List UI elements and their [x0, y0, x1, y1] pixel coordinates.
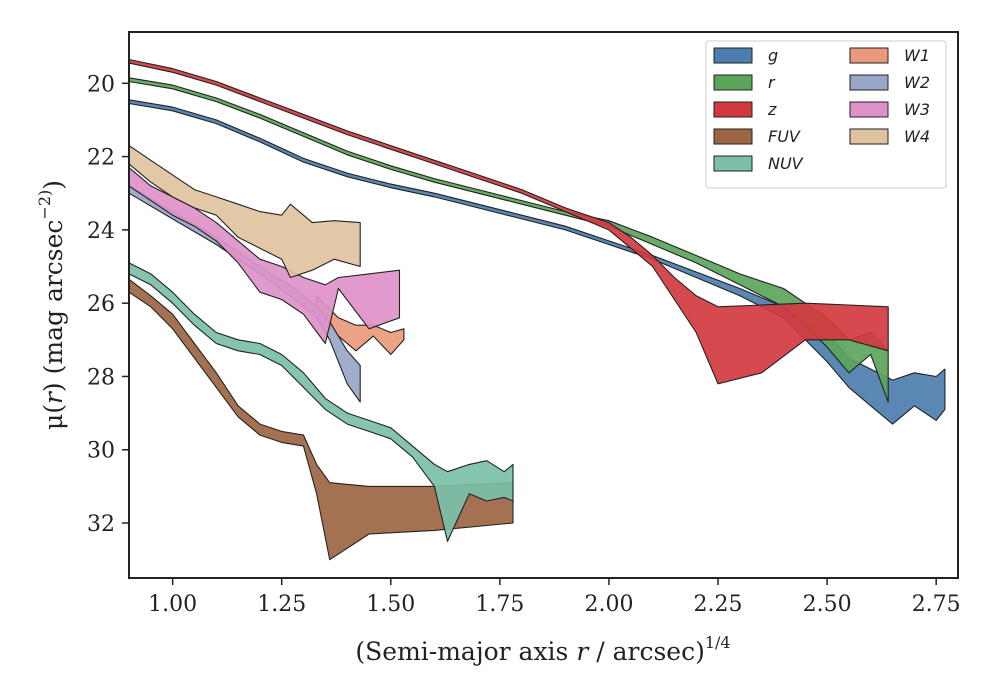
legend-swatch-fuv — [713, 128, 753, 145]
x-tick-label: 2.50 — [803, 592, 852, 617]
y-tick-label: 26 — [87, 292, 115, 317]
legend-label-r: r — [768, 73, 776, 92]
legend-swatch-g — [713, 47, 753, 64]
x-tick-label: 1.50 — [366, 592, 415, 617]
series-band-r — [128, 77, 889, 403]
series-band-g — [128, 99, 946, 425]
x-tick-label: 1.25 — [257, 592, 306, 617]
x-tick-label: 2.75 — [912, 592, 961, 617]
y-tick-label: 20 — [87, 72, 115, 97]
y-tick-label: 24 — [87, 219, 115, 244]
x-tick-label: 1.75 — [475, 592, 524, 617]
x-tick-label: 2.00 — [584, 592, 633, 617]
legend-label-w3: W3 — [904, 100, 930, 119]
plot-frame — [128, 31, 959, 579]
x-axis-label: (Semi-major axis r / arcsec)1/4 — [355, 633, 730, 666]
legend-swatch-w3 — [849, 101, 889, 118]
y-tick-label: 32 — [87, 512, 115, 537]
y-axis: 20 22 24 26 28 30 32 — [87, 72, 129, 537]
series-band-z — [128, 58, 889, 385]
series-band-w3 — [128, 167, 401, 345]
legend-label-w2: W2 — [904, 73, 930, 92]
series-layer — [128, 58, 946, 561]
legend-label-w4: W4 — [904, 127, 930, 146]
legend-label-w1: W1 — [904, 46, 930, 65]
legend-swatch-w2 — [849, 74, 889, 91]
legend: grz FUV NUV W1 W2 W3 W4 — [705, 40, 947, 189]
x-tick-label: 1.00 — [148, 592, 197, 617]
y-tick-label: 30 — [87, 439, 115, 464]
series-band-nuv — [128, 262, 514, 542]
legend-label-g: g — [768, 46, 778, 65]
legend-swatch-r — [713, 74, 753, 91]
legend-swatch-w4 — [849, 128, 889, 145]
legend-label-nuv: NUV — [768, 154, 804, 173]
y-axis-label: μ(r) (mag arcsec−2)) — [35, 180, 68, 430]
series-band-fuv — [128, 278, 514, 561]
y-tick-label: 28 — [87, 365, 115, 390]
legend-label-fuv: FUV — [768, 127, 801, 146]
x-axis: 1.00 1.25 1.50 1.75 2.00 2.25 2.50 2.75 — [148, 578, 961, 617]
legend-swatch-nuv — [713, 155, 753, 172]
legend-swatch-w1 — [849, 47, 889, 64]
x-tick-label: 2.25 — [694, 592, 743, 617]
legend-label-z: z — [767, 100, 777, 119]
y-tick-label: 22 — [87, 146, 115, 171]
series-band-w4 — [128, 145, 361, 279]
legend-swatch-z — [713, 101, 753, 118]
